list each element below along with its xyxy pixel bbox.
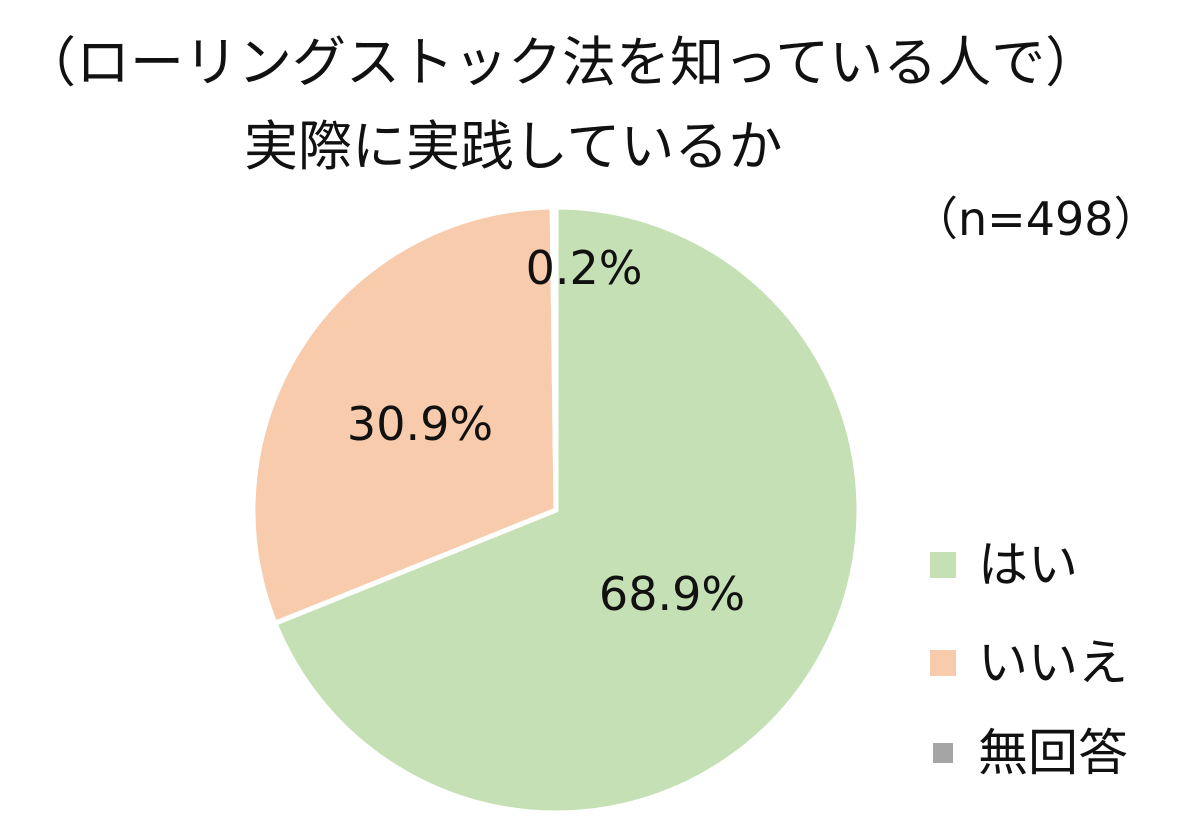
legend-label-no-answer: 無回答 — [978, 724, 1128, 782]
pie-slice-no — [250, 204, 559, 626]
legend-item-no-answer: 無回答 — [930, 728, 1128, 778]
legend-item-no: いいえ — [930, 638, 1128, 688]
pie-label-no: 30.9% — [347, 397, 493, 451]
pie-data-labels: 68.9% 30.9% 0.2% — [347, 241, 745, 621]
pie-label-yes: 68.9% — [599, 567, 745, 621]
pie-slice-no-answer — [549, 204, 559, 513]
chart-title-line-1: （ローリングストック法を知っている人で） — [22, 31, 1100, 94]
pie-slice-yes — [272, 204, 862, 816]
chart-title-line-2: 実際に実践しているか — [244, 115, 783, 178]
pie-slices — [250, 204, 862, 816]
legend-swatch-no — [930, 650, 956, 676]
legend-label-no: いいえ — [978, 634, 1128, 692]
legend-swatch-no-answer — [933, 743, 953, 763]
legend-item-yes: はい — [930, 540, 1078, 590]
legend-label-yes: はい — [978, 536, 1078, 594]
legend-swatch-yes — [930, 552, 956, 578]
pie-label-no-answer: 0.2% — [526, 241, 643, 295]
chart-subtitle-sample-size: （n=498） — [912, 192, 1160, 246]
